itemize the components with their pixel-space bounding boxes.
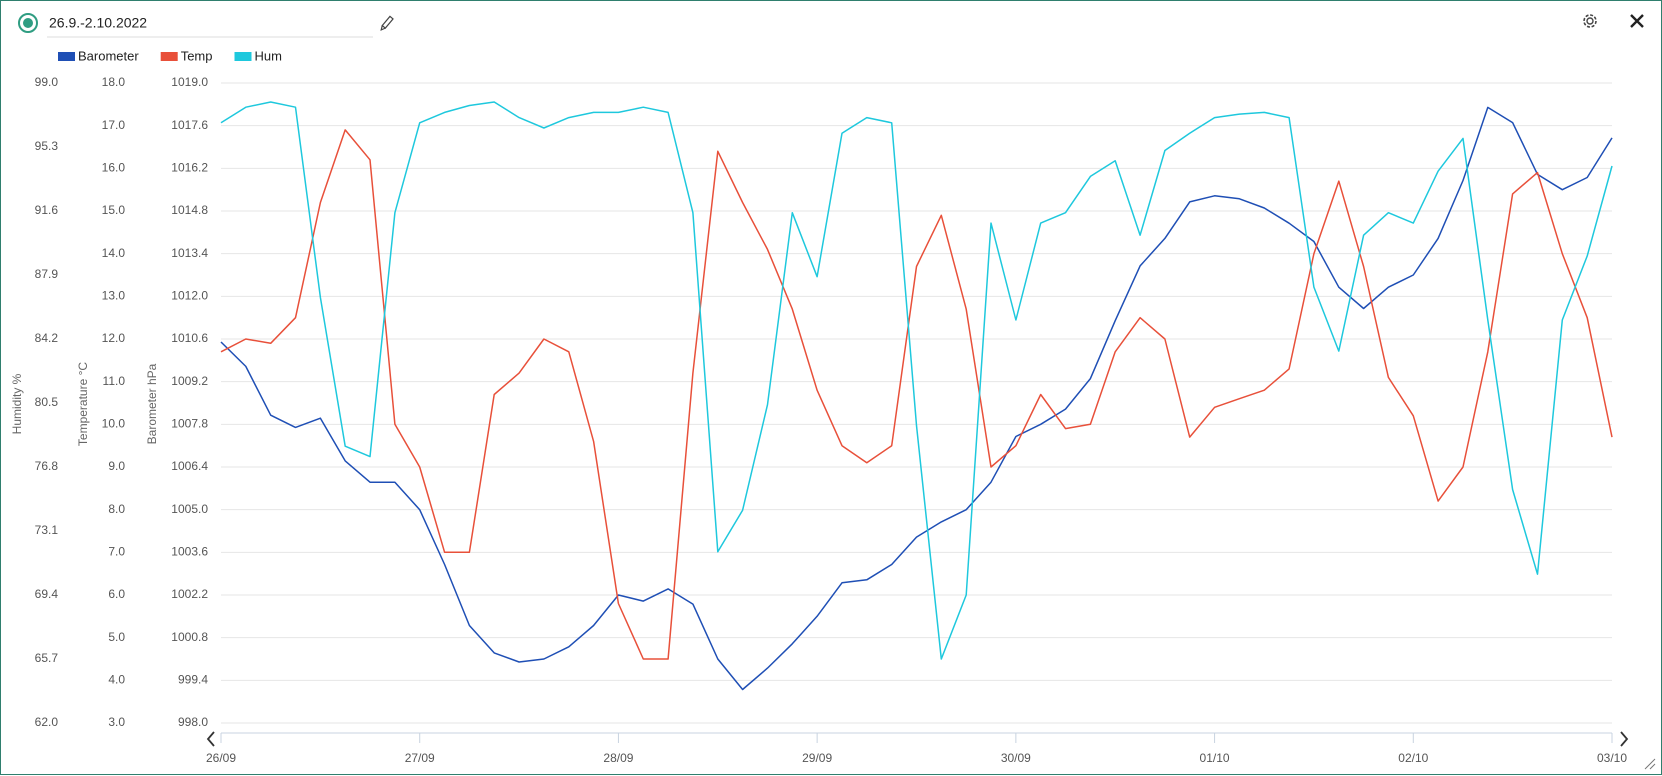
hum-tick-label: 65.7 [35,651,59,665]
next-arrow[interactable] [1620,731,1629,747]
temp-tick-label: 13.0 [102,289,126,303]
status-icon[interactable] [18,13,38,33]
baro-tick-label: 1000.8 [171,630,208,644]
baro-tick-label: 1009.2 [171,374,208,388]
hum-tick-label: 76.8 [35,459,59,473]
baro-tick-label: 1010.6 [171,331,208,345]
baro-tick-label: 999.4 [178,673,208,687]
baro-tick-label: 1006.4 [171,459,208,473]
series-line [220,106,1613,691]
hum-tick-label: 91.6 [35,203,59,217]
legend-swatch [234,52,252,61]
temp-tick-label: 5.0 [108,630,125,644]
edit-icon[interactable] [380,15,394,31]
baro-tick-label: 1013.4 [171,246,208,260]
hum-tick-label: 69.4 [35,587,59,601]
series-line [220,101,1613,660]
x-tick-label: 28/09 [603,751,633,765]
resize-grip[interactable] [1644,758,1656,770]
hum-tick-label: 80.5 [35,395,59,409]
status-dot [23,18,33,28]
temp-tick-label: 8.0 [108,502,125,516]
temp-tick-label: 17.0 [102,118,126,132]
hum-tick-label: 99.0 [35,75,59,89]
x-tick-label: 03/10 [1597,751,1627,765]
close-icon[interactable] [1630,14,1644,28]
temp-tick-label: 4.0 [108,673,125,687]
baro-tick-label: 1014.8 [171,203,208,217]
temp-tick-label: 16.0 [102,161,126,175]
temp-tick-label: 3.0 [108,715,125,729]
legend-label[interactable]: Hum [255,48,282,63]
series-line [220,129,1613,660]
baro-tick-label: 1005.0 [171,502,208,516]
baro-tick-label: 1012.0 [171,289,208,303]
hum-tick-label: 87.9 [35,267,59,281]
baro-tick-label: 1002.2 [171,587,208,601]
settings-icon[interactable] [1583,14,1597,28]
x-tick-label: 02/10 [1398,751,1428,765]
temp-tick-label: 10.0 [102,417,126,431]
temp-tick-label: 14.0 [102,246,126,260]
baro-tick-label: 1007.8 [171,417,208,431]
temp-tick-label: 11.0 [103,374,126,388]
x-tick-label: 01/10 [1200,751,1230,765]
x-tick-label: 29/09 [802,751,832,765]
axis-title: Barometer hPa [145,363,159,444]
temp-tick-label: 15.0 [102,203,126,217]
hum-tick-label: 62.0 [35,715,59,729]
hum-tick-label: 95.3 [35,139,59,153]
baro-tick-label: 1017.6 [171,118,208,132]
x-tick-label: 30/09 [1001,751,1031,765]
temp-tick-label: 6.0 [108,587,125,601]
legend-label[interactable]: Barometer [78,48,139,63]
hum-tick-label: 73.1 [35,523,59,537]
baro-tick-label: 1019.0 [171,75,208,89]
axis-title: Temperature °C [76,362,90,446]
temp-tick-label: 18.0 [102,75,126,89]
baro-tick-label: 1016.2 [171,161,208,175]
legend-label[interactable]: Temp [181,48,213,63]
temp-tick-label: 9.0 [108,459,125,473]
temp-tick-label: 7.0 [108,545,125,559]
legend-swatch [58,52,75,61]
baro-tick-label: 998.0 [178,715,208,729]
hum-tick-label: 84.2 [35,331,59,345]
legend-swatch [160,52,178,61]
page-title[interactable]: 26.9.-2.10.2022 [49,15,147,31]
temp-tick-label: 12.0 [102,331,126,345]
axis-title: Humidity % [10,373,24,434]
x-tick-label: 27/09 [405,751,435,765]
x-tick-label: 26/09 [206,751,236,765]
baro-tick-label: 1003.6 [171,545,208,559]
prev-arrow[interactable] [206,731,215,747]
